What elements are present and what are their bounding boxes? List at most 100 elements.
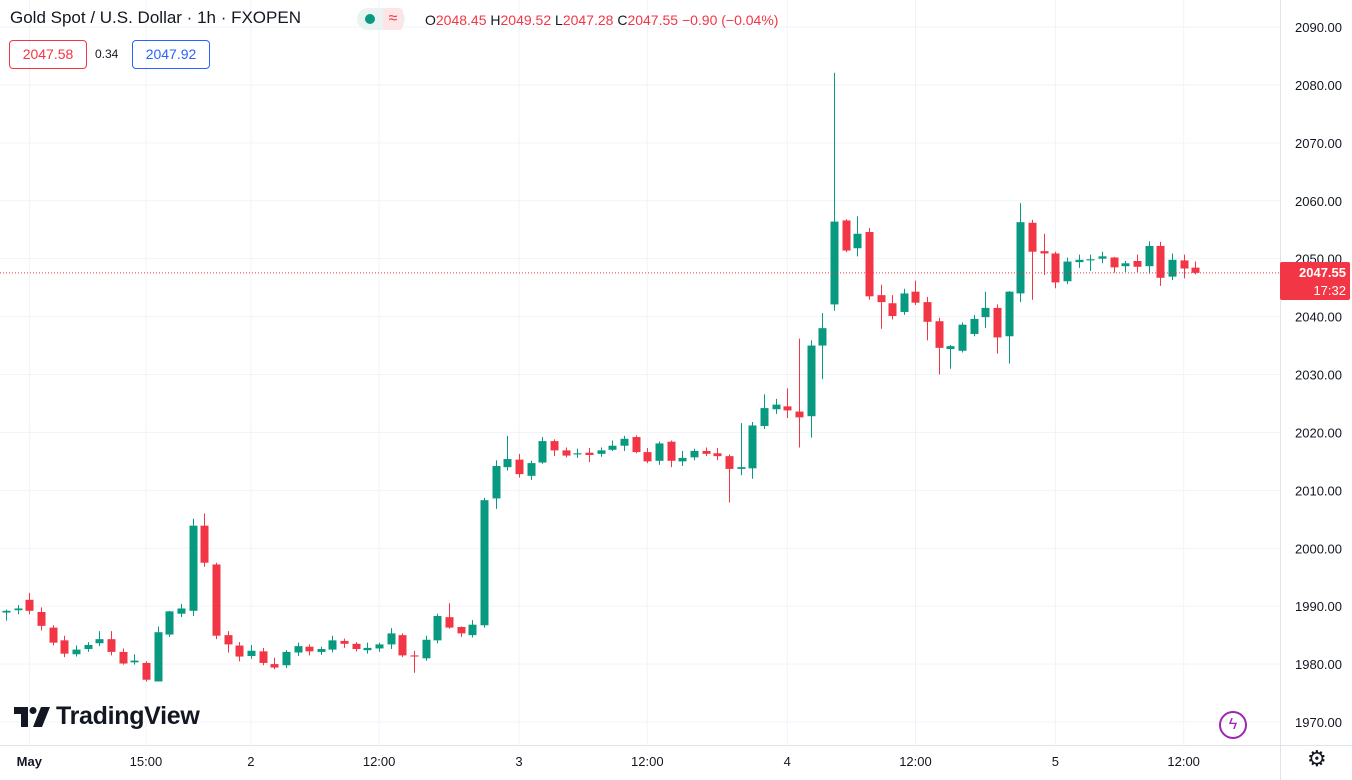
candle[interactable] — [1028, 219, 1037, 300]
candle[interactable] — [888, 295, 897, 320]
dot-icon[interactable] — [365, 14, 375, 24]
candle[interactable] — [422, 635, 431, 661]
candle[interactable] — [1098, 251, 1107, 264]
candle[interactable] — [562, 447, 571, 458]
candle[interactable] — [1051, 251, 1060, 289]
candle[interactable] — [375, 642, 384, 652]
candle[interactable] — [480, 497, 489, 628]
wave-icon[interactable]: ≈ — [383, 8, 403, 30]
candle[interactable] — [1086, 254, 1095, 271]
candle[interactable] — [1040, 233, 1049, 275]
candle[interactable] — [177, 603, 186, 618]
candle[interactable] — [1191, 261, 1200, 275]
candle[interactable] — [853, 216, 862, 257]
candle[interactable] — [294, 642, 303, 656]
candle[interactable] — [1016, 203, 1025, 303]
candle[interactable] — [200, 513, 209, 567]
candle[interactable] — [468, 620, 477, 638]
candle[interactable] — [830, 72, 839, 311]
candle[interactable] — [340, 638, 349, 648]
candle[interactable] — [632, 435, 641, 454]
candle[interactable] — [165, 610, 174, 637]
sell-price-button[interactable]: 2047.58 — [9, 40, 87, 69]
buy-price-button[interactable]: 2047.92 — [132, 40, 210, 69]
candle[interactable] — [328, 635, 337, 653]
candle[interactable] — [877, 284, 886, 329]
candle[interactable] — [748, 421, 757, 479]
candle[interactable] — [620, 435, 629, 451]
candle[interactable] — [189, 518, 198, 617]
candles[interactable] — [2, 72, 1200, 682]
candle[interactable] — [119, 648, 128, 665]
candle[interactable] — [95, 631, 104, 647]
candle[interactable] — [783, 388, 792, 418]
candle[interactable] — [585, 448, 594, 462]
candle[interactable] — [154, 626, 163, 682]
candle[interactable] — [212, 562, 221, 640]
candle[interactable] — [2, 609, 11, 621]
candle[interactable] — [317, 646, 326, 655]
candle[interactable] — [538, 437, 547, 464]
candle[interactable] — [1121, 260, 1130, 272]
candle[interactable] — [37, 607, 46, 631]
candle[interactable] — [282, 650, 291, 669]
tradingview-logo[interactable]: TradingView — [14, 702, 200, 732]
candle[interactable] — [492, 460, 501, 509]
candle[interactable] — [235, 642, 244, 662]
candle[interactable] — [107, 631, 116, 656]
symbol-title[interactable]: Gold Spot / U.S. Dollar · 1h · FXOPEN — [10, 8, 301, 28]
candle[interactable] — [807, 340, 816, 438]
candle[interactable] — [935, 317, 944, 375]
candle[interactable] — [1145, 241, 1154, 274]
candle[interactable] — [1180, 254, 1189, 279]
candle[interactable] — [1168, 253, 1177, 281]
candle[interactable] — [142, 661, 151, 682]
candle[interactable] — [410, 650, 419, 673]
candle[interactable] — [352, 642, 361, 652]
candle[interactable] — [305, 644, 314, 656]
candle[interactable] — [818, 313, 827, 380]
candle[interactable] — [713, 448, 722, 461]
candle[interactable] — [72, 645, 81, 657]
candle[interactable] — [725, 454, 734, 503]
candle[interactable] — [445, 603, 454, 629]
candle[interactable] — [503, 435, 512, 471]
candle[interactable] — [970, 314, 979, 337]
candle[interactable] — [760, 394, 769, 429]
candle[interactable] — [608, 440, 617, 451]
candle[interactable] — [772, 398, 781, 414]
candle[interactable] — [130, 654, 139, 665]
candle[interactable] — [1075, 254, 1084, 268]
y-axis-labels[interactable]: 2090.002080.002070.002060.002050.002040.… — [1295, 20, 1342, 730]
candle[interactable] — [14, 605, 23, 615]
candle[interactable] — [1063, 257, 1072, 285]
candle[interactable] — [981, 291, 990, 329]
candle[interactable] — [690, 448, 699, 461]
candle[interactable] — [259, 647, 268, 666]
candle[interactable] — [49, 625, 58, 646]
candle[interactable] — [84, 642, 93, 652]
candle[interactable] — [573, 448, 582, 458]
candle[interactable] — [550, 439, 559, 457]
candle[interactable] — [247, 644, 256, 659]
candle[interactable] — [1110, 256, 1119, 273]
candle[interactable] — [515, 453, 524, 478]
candle[interactable] — [842, 219, 851, 253]
candle[interactable] — [270, 657, 279, 670]
candle[interactable] — [993, 304, 1002, 354]
candle[interactable] — [737, 423, 746, 476]
candle[interactable] — [224, 631, 233, 653]
lightning-icon[interactable]: ϟ — [1219, 711, 1247, 739]
candle[interactable] — [60, 635, 69, 658]
candle[interactable] — [1156, 241, 1165, 286]
candle[interactable] — [457, 626, 466, 637]
candle[interactable] — [597, 447, 606, 457]
candle[interactable] — [795, 338, 804, 448]
candle[interactable] — [865, 227, 874, 300]
gear-icon[interactable]: ⚙ — [1307, 746, 1327, 771]
candle[interactable] — [363, 642, 372, 654]
candle[interactable] — [946, 344, 955, 369]
candle[interactable] — [958, 322, 967, 353]
candle[interactable] — [911, 280, 920, 305]
